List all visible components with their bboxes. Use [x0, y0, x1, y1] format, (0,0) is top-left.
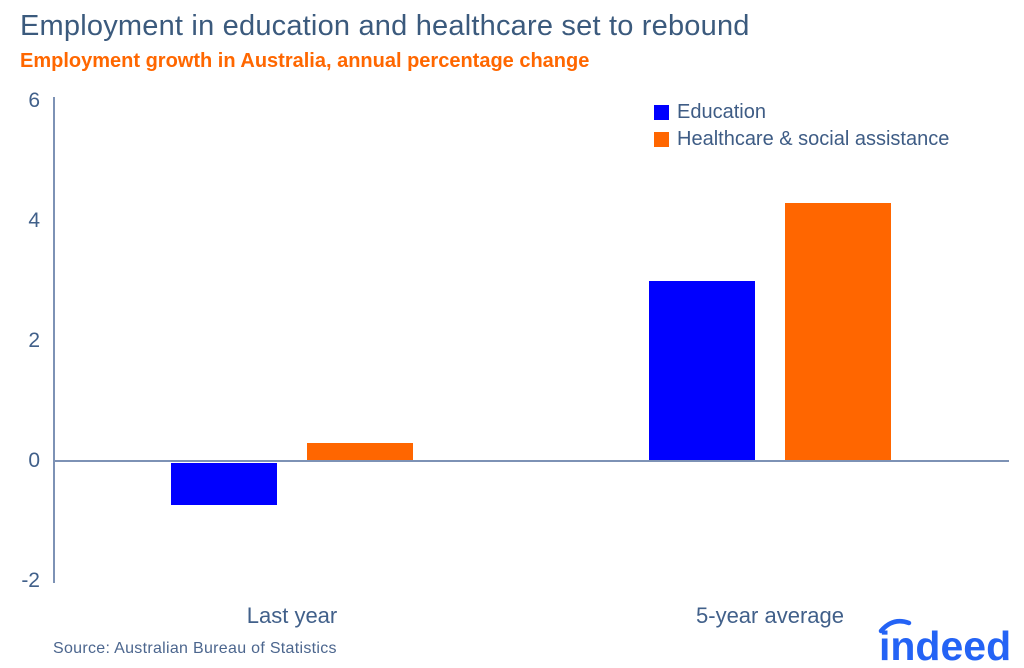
y-axis-line — [53, 97, 55, 583]
bar-education-5-year-average — [649, 281, 755, 461]
legend-item-education: Education — [654, 99, 949, 126]
x-category-label-last-year: Last year — [246, 603, 338, 628]
legend: Education Healthcare & social assistance — [654, 99, 949, 153]
bar-healthcare-social-assistance-last-year — [307, 443, 413, 461]
legend-swatch-healthcare — [654, 132, 669, 147]
legend-label-healthcare: Healthcare & social assistance — [677, 128, 950, 150]
zero-line — [53, 460, 1009, 462]
bar-education-last-year — [171, 463, 277, 505]
y-tick-label-6: 6 — [28, 89, 40, 112]
logo-wordmark: indeed — [879, 623, 1011, 666]
logo-arc-icon — [878, 619, 912, 634]
y-tick-label-0: 0 — [28, 449, 40, 472]
y-tick-label-2: 2 — [28, 329, 40, 352]
chart-title: Employment in education and healthcare s… — [20, 10, 750, 42]
y-tick-label--2: -2 — [21, 569, 40, 592]
legend-item-healthcare: Healthcare & social assistance — [654, 126, 949, 153]
x-category-label-5-year-average: 5-year average — [696, 603, 844, 628]
source-note: Source: Australian Bureau of Statistics — [53, 640, 337, 657]
legend-swatch-education — [654, 105, 669, 120]
chart-subtitle: Employment growth in Australia, annual p… — [20, 50, 590, 72]
y-tick-label-4: 4 — [28, 209, 40, 232]
indeed-logo: indeed — [878, 619, 1011, 666]
bar-healthcare-social-assistance-5-year-average — [785, 203, 891, 461]
legend-label-education: Education — [677, 101, 766, 123]
